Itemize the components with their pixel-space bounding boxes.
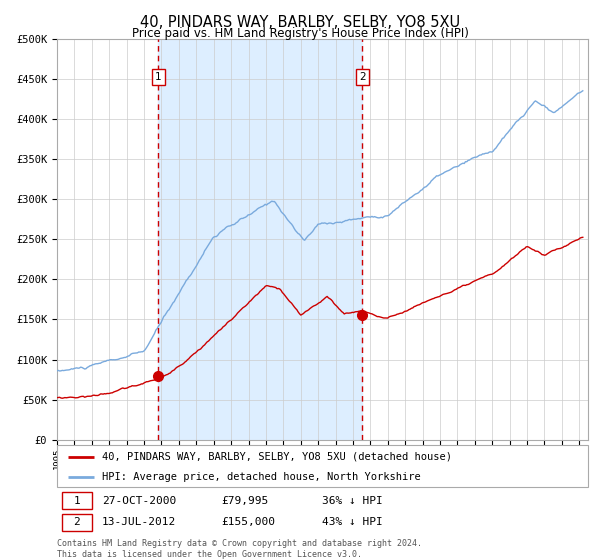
Text: 27-OCT-2000: 27-OCT-2000	[102, 496, 176, 506]
Text: 36% ↓ HPI: 36% ↓ HPI	[323, 496, 383, 506]
FancyBboxPatch shape	[62, 514, 92, 530]
Text: 40, PINDARS WAY, BARLBY, SELBY, YO8 5XU (detached house): 40, PINDARS WAY, BARLBY, SELBY, YO8 5XU …	[102, 452, 452, 462]
Text: HPI: Average price, detached house, North Yorkshire: HPI: Average price, detached house, Nort…	[102, 472, 421, 482]
Text: 2: 2	[359, 72, 365, 82]
Text: 1: 1	[155, 72, 162, 82]
Text: 40, PINDARS WAY, BARLBY, SELBY, YO8 5XU: 40, PINDARS WAY, BARLBY, SELBY, YO8 5XU	[140, 15, 460, 30]
Text: Price paid vs. HM Land Registry's House Price Index (HPI): Price paid vs. HM Land Registry's House …	[131, 27, 469, 40]
Text: 43% ↓ HPI: 43% ↓ HPI	[323, 517, 383, 528]
FancyBboxPatch shape	[62, 492, 92, 509]
Text: 2: 2	[74, 517, 80, 528]
Bar	[158, 39, 362, 440]
Text: £155,000: £155,000	[221, 517, 275, 528]
Text: 1: 1	[74, 496, 80, 506]
Text: £79,995: £79,995	[221, 496, 269, 506]
Text: 13-JUL-2012: 13-JUL-2012	[102, 517, 176, 528]
Text: Contains HM Land Registry data © Crown copyright and database right 2024.
This d: Contains HM Land Registry data © Crown c…	[57, 539, 422, 559]
FancyBboxPatch shape	[57, 445, 588, 487]
